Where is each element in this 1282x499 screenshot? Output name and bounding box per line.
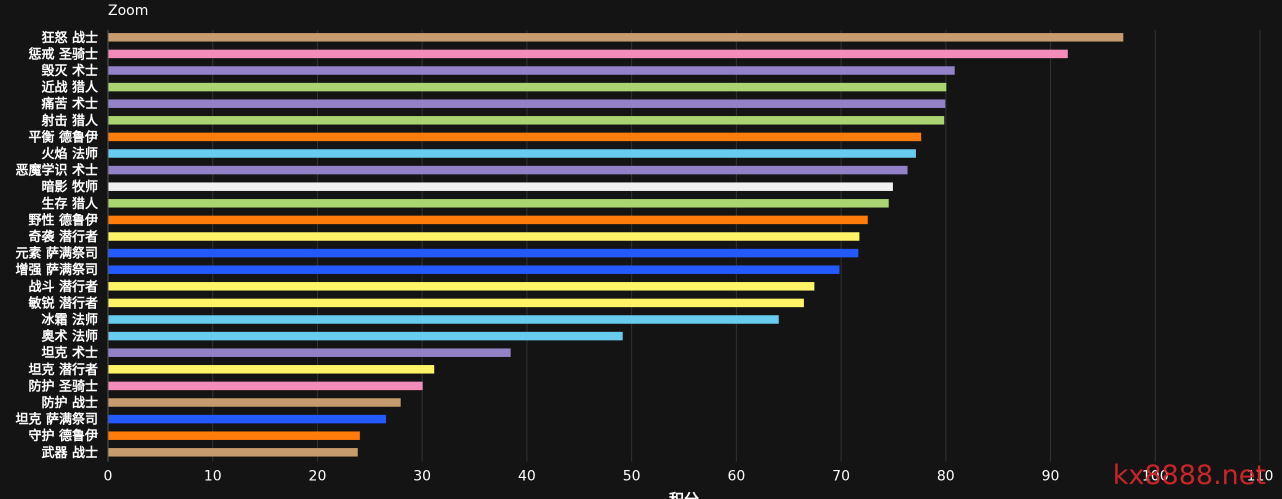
y-category-label: 恶魔学识 术士 [15, 163, 98, 179]
bar[interactable] [108, 265, 840, 274]
x-tick-label: 110 [1247, 469, 1274, 485]
x-tick-label: 40 [518, 469, 536, 485]
x-tick-label: 10 [204, 469, 222, 485]
y-category-label: 防护 圣骑士 [28, 378, 98, 394]
y-category-label: 痛苦 术士 [40, 96, 98, 112]
y-category-label: 野性 德鲁伊 [28, 212, 98, 228]
gridlines [107, 30, 1261, 462]
bar[interactable] [108, 431, 360, 440]
y-category-label: 平衡 德鲁伊 [28, 129, 98, 145]
x-tick-label: 30 [413, 469, 431, 485]
y-category-label: 战斗 潜行者 [28, 279, 98, 295]
y-category-label: 奥术 法师 [41, 329, 98, 345]
y-category-label: 惩戒 圣骑士 [28, 46, 98, 62]
watermark: kx8888.net [1112, 460, 1266, 491]
bar[interactable] [108, 414, 387, 424]
bar[interactable] [108, 448, 358, 457]
bars [108, 33, 1124, 457]
bar[interactable] [108, 232, 860, 241]
y-category-label: 生存 猎人 [41, 196, 99, 212]
y-category-label: 敏锐 潜行者 [27, 295, 98, 311]
bar[interactable] [108, 66, 955, 75]
bar[interactable] [108, 381, 423, 391]
x-tick-label: 0 [104, 469, 113, 485]
bar[interactable] [108, 298, 804, 308]
x-axis-ticks: 0 10 20 30 40 50 60 70 80 90 100 110 [104, 469, 1274, 485]
bar[interactable] [108, 282, 815, 291]
zoom-button[interactable]: Zoom [108, 3, 149, 19]
x-axis-title: 积分 [669, 491, 699, 499]
x-tick-label: 100 [1142, 469, 1169, 485]
bar[interactable] [108, 182, 893, 191]
bar[interactable] [108, 315, 779, 324]
y-category-label: 元素 萨满祭司 [15, 246, 98, 262]
y-category-label: 奇袭 潜行者 [28, 229, 98, 245]
bar[interactable] [108, 82, 947, 92]
bar[interactable] [108, 165, 908, 175]
bar[interactable] [108, 49, 1068, 59]
bar[interactable] [108, 398, 401, 407]
bar[interactable] [108, 348, 511, 357]
y-category-label: 狂怒 战士 [41, 30, 98, 46]
bar[interactable] [108, 33, 1124, 42]
y-category-label: 防护 战士 [41, 395, 98, 411]
y-category-label: 增强 萨满祭司 [15, 262, 98, 278]
x-tick-label: 80 [937, 469, 955, 485]
y-category-label: 冰霜 法师 [41, 312, 98, 328]
bar[interactable] [108, 199, 889, 208]
bar[interactable] [108, 365, 435, 374]
x-tick-label: 60 [727, 469, 745, 485]
y-category-label: 坦克 潜行者 [28, 362, 98, 378]
bar[interactable] [108, 215, 868, 225]
y-category-label: 火焰 法师 [41, 146, 98, 162]
y-category-label: 武器 战士 [41, 445, 98, 461]
bar[interactable] [108, 99, 946, 108]
y-category-label: 坦克 术士 [41, 345, 98, 361]
y-category-label: 近战 猎人 [41, 80, 99, 96]
x-tick-label: 20 [309, 469, 327, 485]
y-category-label: 守护 德鲁伊 [28, 428, 98, 444]
x-tick-label: 90 [1042, 469, 1060, 485]
y-category-label: 射击 猎人 [40, 113, 99, 129]
x-tick-label: 70 [832, 469, 850, 485]
y-category-label: 暗影 牧师 [41, 179, 98, 195]
bar[interactable] [108, 331, 623, 341]
bar[interactable] [108, 132, 922, 142]
x-tick-label: 50 [623, 469, 641, 485]
y-category-label: 毁灭 术士 [41, 63, 98, 79]
bar[interactable] [108, 149, 916, 158]
y-category-label: 坦克 萨满祭司 [15, 412, 98, 428]
bar[interactable] [108, 248, 859, 258]
bar[interactable] [108, 116, 945, 125]
